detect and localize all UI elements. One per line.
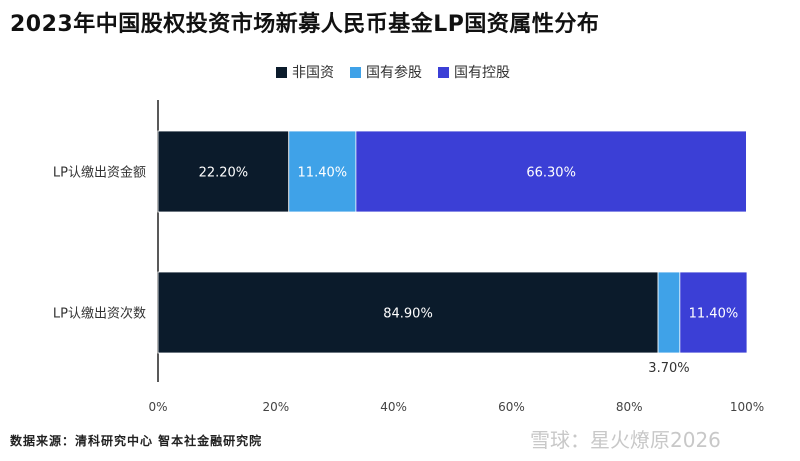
category-label: LP认缴出资金额 — [53, 165, 146, 181]
x-tick-label: 40% — [380, 400, 407, 414]
data-label: 11.40% — [689, 307, 739, 322]
legend-label: 国有控股 — [454, 65, 510, 81]
legend-item-state-controlled: 国有控股 — [438, 62, 510, 82]
legend-item-non-state: 非国资 — [276, 62, 334, 82]
data-label: 22.20% — [199, 166, 249, 181]
x-tick-label: 100% — [730, 400, 764, 414]
bar-segment — [157, 271, 659, 354]
legend-item-state-minority: 国有参股 — [350, 62, 422, 82]
bar-segment — [288, 130, 357, 213]
category-label: LP认缴出资次数 — [53, 306, 146, 322]
bar-segment — [355, 130, 747, 213]
x-tick-label: 20% — [262, 400, 289, 414]
x-tick-label: 60% — [498, 400, 525, 414]
legend: 非国资 国有参股 国有控股 — [276, 62, 526, 82]
data-label: 11.40% — [298, 166, 348, 181]
legend-swatch — [276, 66, 287, 78]
legend-swatch — [438, 66, 449, 78]
data-source-note: 数据来源：清科研究中心 智本社金融研究院 — [10, 434, 263, 448]
x-tick-label: 0% — [148, 400, 167, 414]
bar-segment — [657, 271, 681, 354]
bar-segment — [679, 271, 748, 354]
data-label: 66.30% — [526, 166, 576, 181]
legend-label: 国有参股 — [366, 65, 422, 81]
chart-title: 2023年中国股权投资市场新募人民币基金LP国资属性分布 — [10, 12, 600, 37]
data-label: 3.70% — [648, 361, 689, 376]
legend-label: 非国资 — [292, 65, 334, 81]
data-label: 84.90% — [383, 307, 433, 322]
watermark: 雪球：星火燎原2026 — [530, 428, 721, 452]
legend-swatch — [350, 66, 361, 78]
bar-segment — [157, 130, 290, 213]
x-tick-label: 80% — [616, 400, 643, 414]
